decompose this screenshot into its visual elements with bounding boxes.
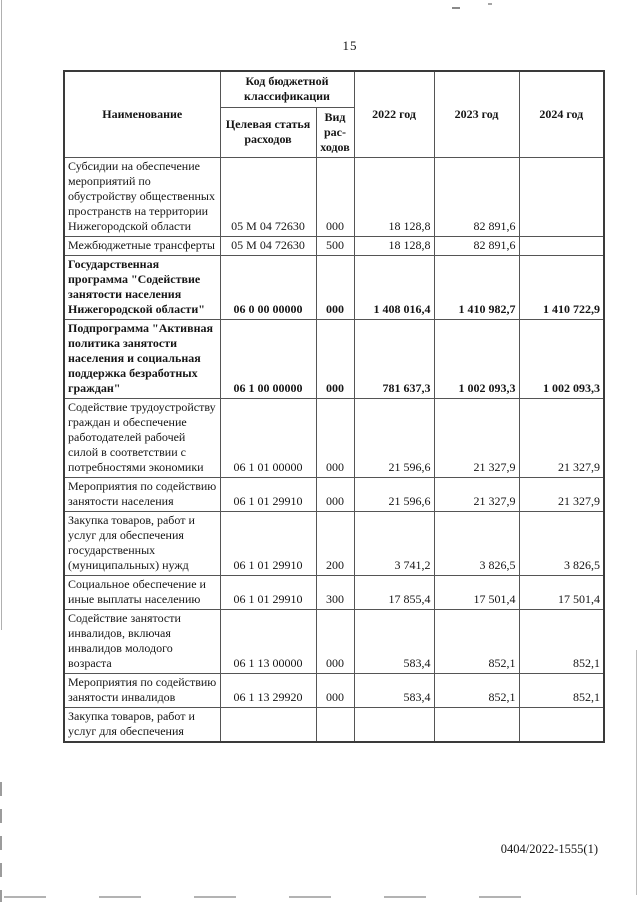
scan-artifact [636,650,637,895]
cell-expense-type [315,706,355,742]
cell-year-2024 [518,706,605,742]
cell-expense-type: 500 [315,235,355,256]
cell-year-2024: 852,1 [518,672,605,708]
cell-year-2022: 21 596,6 [353,397,435,478]
cell-year-2022: 781 637,3 [353,318,435,399]
column-header-expense-type: Вид рас-ходов [315,106,355,158]
cell-name: Содействие трудоустройству граждан и обе… [63,397,221,478]
cell-expense-type: 200 [315,510,355,576]
cell-year-2024: 21 327,9 [518,476,605,512]
table-row: Государственная программа "Содействие за… [63,254,605,320]
scan-artifact [452,7,460,9]
cell-expense-type: 000 [315,397,355,478]
cell-name: Закупка товаров, работ и услуг для обесп… [63,706,221,742]
cell-year-2024: 1 410 722,9 [518,254,605,320]
cell-name: Межбюджетные трансферты [63,235,221,256]
cell-expense-type: 000 [315,318,355,399]
cell-year-2023: 1 410 982,7 [433,254,520,320]
cell-name: Мероприятия по содействию занятости насе… [63,476,221,512]
cell-expense-type: 000 [315,156,355,237]
cell-year-2024: 3 826,5 [518,510,605,576]
cell-year-2022: 18 128,8 [353,156,435,237]
cell-year-2024: 17 501,4 [518,574,605,610]
table-row: Социальное обеспечение и иные выплаты на… [63,574,605,610]
cell-year-2023: 3 826,5 [433,510,520,576]
cell-year-2023: 852,1 [433,608,520,674]
cell-year-2024: 852,1 [518,608,605,674]
budget-table: Наименование Код бюджетной классификации… [63,70,606,743]
table-header: Наименование Код бюджетной классификации… [63,70,605,158]
page-number: 15 [342,38,358,53]
cell-name: Подпрограмма "Активная политика занятост… [63,318,221,399]
cell-name: Содействие занятости инвалидов, включая … [63,608,221,674]
cell-expense-type: 000 [315,476,355,512]
cell-target-article: 06 0 00 00000 [219,254,317,320]
cell-year-2022: 21 596,6 [353,476,435,512]
cell-name: Государственная программа "Содействие за… [63,254,221,320]
cell-target-article: 06 1 01 00000 [219,397,317,478]
cell-target-article: 06 1 01 29910 [219,510,317,576]
column-header-code-group: Код бюджетной классификации [219,70,355,108]
cell-name: Социальное обеспечение и иные выплаты на… [63,574,221,610]
cell-year-2024: 1 002 093,3 [518,318,605,399]
cell-target-article [219,706,317,742]
cell-target-article: 06 1 01 29910 [219,574,317,610]
cell-year-2022: 18 128,8 [353,235,435,256]
cell-year-2022 [353,706,435,742]
cell-year-2023: 21 327,9 [433,397,520,478]
cell-target-article: 06 1 13 00000 [219,608,317,674]
cell-year-2023: 852,1 [433,672,520,708]
cell-year-2023: 82 891,6 [433,235,520,256]
column-header-year-2024: 2024 год [518,70,605,158]
table-row: Закупка товаров, работ и услуг для обесп… [63,510,605,576]
scan-artifact [488,3,492,5]
cell-year-2024: 21 327,9 [518,397,605,478]
cell-expense-type: 000 [315,608,355,674]
cell-year-2022: 17 855,4 [353,574,435,610]
cell-year-2022: 583,4 [353,672,435,708]
cell-target-article: 06 1 13 29920 [219,672,317,708]
table-row: Субсидии на обеспечение мероприятий по о… [63,156,605,237]
column-header-target-article: Целевая статья расходов [219,106,317,158]
scan-artifact [0,782,2,902]
cell-year-2022: 3 741,2 [353,510,435,576]
table-row: Содействие занятости инвалидов, включая … [63,608,605,674]
table-row: Подпрограмма "Активная политика занятост… [63,318,605,399]
scan-artifact [1,0,2,630]
column-header-year-2023: 2023 год [433,70,520,158]
cell-target-article: 05 М 04 72630 [219,156,317,237]
cell-year-2023: 1 002 093,3 [433,318,520,399]
column-header-year-2022: 2022 год [353,70,435,158]
document-code: 0404/2022-1555(1) [500,842,598,856]
cell-name: Закупка товаров, работ и услуг для обесп… [63,510,221,576]
cell-expense-type: 000 [315,672,355,708]
table-row: Содействие трудоустройству граждан и обе… [63,397,605,478]
column-header-name: Наименование [63,70,221,158]
cell-name: Субсидии на обеспечение мероприятий по о… [63,156,221,237]
cell-expense-type: 000 [315,254,355,320]
cell-year-2022: 1 408 016,4 [353,254,435,320]
cell-name: Мероприятия по содействию занятости инва… [63,672,221,708]
cell-year-2024 [518,156,605,237]
cell-year-2023: 17 501,4 [433,574,520,610]
table-row: Мероприятия по содействию занятости инва… [63,672,605,708]
cell-year-2024 [518,235,605,256]
scan-artifact [4,896,560,898]
cell-target-article: 05 М 04 72630 [219,235,317,256]
cell-target-article: 06 1 00 00000 [219,318,317,399]
table-row: Мероприятия по содействию занятости насе… [63,476,605,512]
cell-year-2022: 583,4 [353,608,435,674]
table-row: Закупка товаров, работ и услуг для обесп… [63,706,605,742]
cell-year-2023: 82 891,6 [433,156,520,237]
table-row: Межбюджетные трансферты 05 М 04 72630 50… [63,235,605,256]
cell-target-article: 06 1 01 29910 [219,476,317,512]
table-body: Субсидии на обеспечение мероприятий по о… [63,156,605,742]
cell-year-2023 [433,706,520,742]
cell-year-2023: 21 327,9 [433,476,520,512]
cell-expense-type: 300 [315,574,355,610]
